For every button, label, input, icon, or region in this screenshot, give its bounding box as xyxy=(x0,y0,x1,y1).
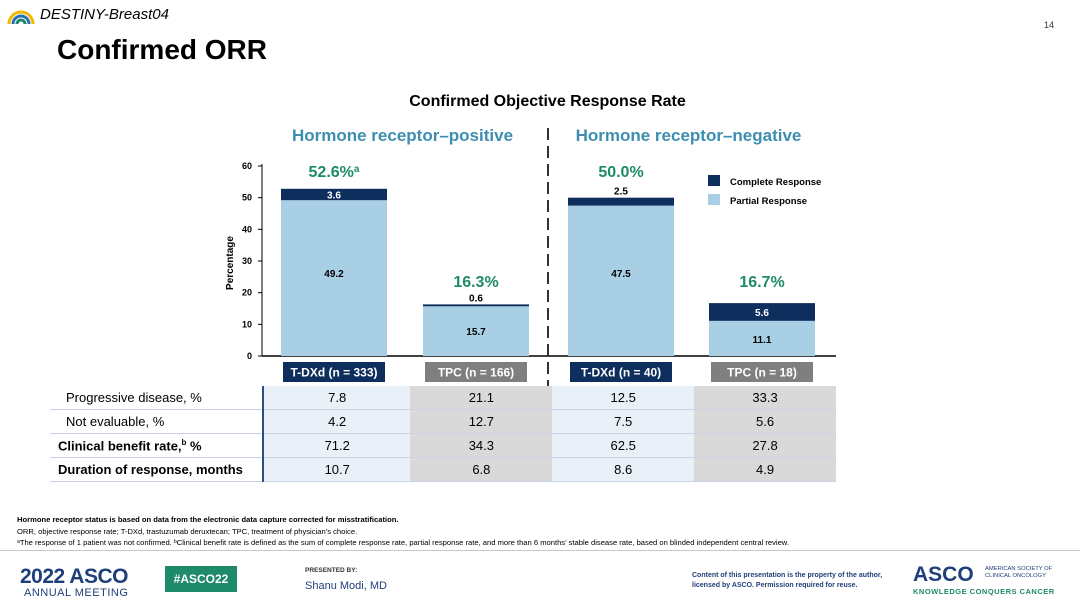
asco-annual-meeting-logo: 2022 ASCO xyxy=(20,565,128,588)
presented-by-label: PRESENTED BY: xyxy=(305,567,358,574)
legend-label: Partial Response xyxy=(730,196,807,207)
data-label-partial: 11.1 xyxy=(753,335,772,346)
legend-label: Complete Response xyxy=(730,177,821,188)
bar-complete-response xyxy=(568,197,674,206)
footnote-hr-status: Hormone receptor status is based on data… xyxy=(17,515,399,524)
table-cell: 10.7 xyxy=(261,457,411,482)
table-cell: 4.2 xyxy=(261,409,411,434)
table-cell: 7.8 xyxy=(261,386,411,410)
category-label: TPC (n = 18) xyxy=(727,366,797,380)
presenter-name: Shanu Modi, MD xyxy=(305,580,387,592)
category-label-box xyxy=(283,362,385,382)
bar-complete-response xyxy=(423,304,529,307)
y-tick-label: 0 xyxy=(247,351,252,361)
row-label: Progressive disease, % xyxy=(50,386,263,410)
data-label-complete: 5.6 xyxy=(755,308,769,319)
y-tick-label: 10 xyxy=(242,319,252,329)
bar-partial-response xyxy=(568,205,674,356)
footer-divider xyxy=(0,550,1080,551)
table-row: Progressive disease, % 7.8 21.1 12.5 33.3 xyxy=(50,386,836,410)
asco-tagline: KNOWLEDGE CONQUERS CANCER xyxy=(913,587,1055,596)
trial-name: DESTINY-Breast04 xyxy=(40,6,169,23)
table-cell: 6.8 xyxy=(410,457,553,482)
legend-swatch xyxy=(708,194,720,205)
page-number: 14 xyxy=(1043,20,1054,30)
category-label-box xyxy=(711,362,813,382)
table-cell: 62.5 xyxy=(552,433,695,458)
hashtag-badge: #ASCO22 xyxy=(165,566,237,592)
y-tick-label: 60 xyxy=(242,161,252,171)
bar-partial-response xyxy=(281,200,387,356)
bar-partial-response xyxy=(423,306,529,356)
footnote-definitions: ᵃThe response of 1 patient was not confi… xyxy=(17,538,789,547)
row-label: Clinical benefit rate,b % xyxy=(50,433,263,458)
data-label-complete: 2.5 xyxy=(614,187,628,198)
group-title-hr-negative: Hormone receptor–negative xyxy=(575,126,802,145)
y-tick-label: 20 xyxy=(242,288,252,298)
category-label: T-DXd (n = 40) xyxy=(581,366,661,380)
copyright-notice: Content of this presentation is the prop… xyxy=(692,572,883,589)
y-tick-label: 40 xyxy=(242,224,252,234)
category-label: TPC (n = 166) xyxy=(438,366,514,380)
table-cell: 8.6 xyxy=(552,457,695,482)
slide-title: Confirmed ORR xyxy=(57,34,267,65)
table-cell: 71.2 xyxy=(261,433,411,458)
legend-swatch xyxy=(708,175,720,186)
chart-title: Confirmed Objective Response Rate xyxy=(409,93,686,110)
y-axis-label: Percentage xyxy=(225,236,236,290)
bar-total-label: 16.3% xyxy=(453,274,498,291)
data-label-complete: 0.6 xyxy=(469,293,483,304)
table-cell: 5.6 xyxy=(694,409,836,434)
annual-meeting-label: ANNUAL MEETING xyxy=(24,587,129,599)
category-label-box xyxy=(570,362,672,382)
bar-complete-response xyxy=(281,188,387,201)
outcomes-table: Progressive disease, % 7.8 21.1 12.5 33.3 Not… xyxy=(50,386,836,482)
table-cell: 27.8 xyxy=(694,433,836,458)
table-cell: 12.7 xyxy=(410,409,553,434)
data-label-partial: 47.5 xyxy=(611,269,631,280)
data-label-partial: 15.7 xyxy=(466,327,486,338)
footnote-abbreviations: ORR, objective response rate; T-DXd, tra… xyxy=(17,526,358,536)
bar-total-footnote-mark: a xyxy=(354,164,360,175)
y-tick-label: 30 xyxy=(242,256,252,266)
bar-complete-response xyxy=(709,303,815,321)
data-label-partial: 49.2 xyxy=(324,269,344,280)
bar-partial-response xyxy=(709,320,815,356)
group-title-hr-positive: Hormone receptor–positive xyxy=(291,126,514,145)
destiny-logo-icon xyxy=(7,10,35,25)
bar-total-label: 50.0% xyxy=(598,164,643,181)
table-row: Duration of response, months 10.7 6.8 8.6 4.… xyxy=(50,457,836,482)
table-cell: 33.3 xyxy=(694,386,836,410)
bar-total-label: 16.7% xyxy=(739,274,784,291)
category-label-box xyxy=(425,362,527,382)
row-label: Not evaluable, % xyxy=(50,409,263,434)
asco-society-name: AMERICAN SOCIETY OF CLINICAL ONCOLOGY xyxy=(985,566,1053,579)
table-row: Not evaluable, % 4.2 12.7 7.5 5.6 xyxy=(50,409,836,434)
row-label: Duration of response, months xyxy=(50,457,263,482)
y-tick-label: 50 xyxy=(242,193,252,203)
bar-total-label: 52.6%a xyxy=(309,164,360,182)
footnotes: Hormone receptor status is based on data… xyxy=(17,514,1067,549)
table-cell: 4.9 xyxy=(694,457,836,482)
table-row: Clinical benefit rate,b % 71.2 34.3 62.5 27.… xyxy=(50,433,836,458)
table-cell: 34.3 xyxy=(410,433,553,458)
table-cell: 7.5 xyxy=(552,409,695,434)
data-label-complete: 3.6 xyxy=(327,191,341,202)
table-cell: 12.5 xyxy=(552,386,695,410)
category-label: T-DXd (n = 333) xyxy=(290,366,377,380)
asco-logo: ASCO xyxy=(913,563,974,586)
table-cell: 21.1 xyxy=(410,386,553,410)
